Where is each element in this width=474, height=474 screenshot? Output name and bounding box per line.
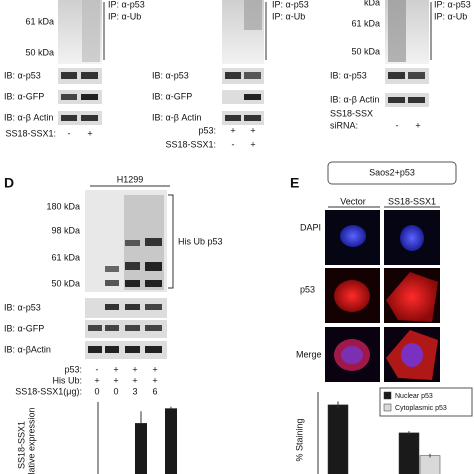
ib-label: IB: α-p53	[4, 302, 41, 312]
micrographs	[317, 161, 473, 474]
lane-label: 0	[113, 386, 118, 396]
ib-label: IB: α-β Actin	[152, 112, 201, 122]
column-label: SS18-SSX1	[388, 196, 436, 206]
y-axis-label: % Staining	[294, 418, 304, 461]
lane-label: -	[96, 364, 99, 374]
mw-label: 98 kDa	[51, 225, 80, 235]
column-label: Vector	[340, 196, 366, 206]
blot-c	[385, 0, 432, 107]
bracket-label: His Ub p53	[178, 236, 223, 246]
ib-label: IB: α-β Actin	[330, 94, 379, 104]
bar	[135, 423, 147, 474]
panel-title: Saos2+p53	[369, 167, 415, 177]
lane-label: 3	[132, 386, 137, 396]
ib-label: IB: α-βActin	[4, 344, 51, 354]
bar	[398, 432, 420, 474]
lane-label: +	[94, 375, 99, 385]
condition-label: p53:	[198, 125, 216, 135]
cell-line: H1299	[117, 174, 144, 184]
ip-label: IP: α-Ub	[108, 11, 141, 21]
legend-label: Cytoplasmic p53	[395, 405, 447, 412]
mw-label: 61 kDa	[25, 16, 54, 26]
ib-label: IB: α-GFP	[152, 91, 192, 101]
mw-label: 50 kDa	[25, 47, 54, 57]
y-axis-label: relative expression	[26, 407, 36, 474]
ip-label: IP: α-Ub	[434, 11, 467, 21]
mw-label: kDa	[364, 0, 380, 7]
ip-label: IP: α-Ub	[272, 11, 305, 21]
ip-label: IP: α-p53	[272, 0, 309, 9]
ib-label: IB: α-p53	[4, 70, 41, 80]
y-axis-label: SS18-SSX1	[16, 421, 26, 469]
row-label: DAPI	[300, 222, 321, 232]
row-label: p53	[300, 284, 315, 294]
ib-label: IB: α-p53	[330, 70, 367, 80]
lane-label: +	[230, 125, 235, 135]
blot-d	[85, 185, 174, 474]
lane-label: 0	[94, 386, 99, 396]
row-label: Merge	[296, 349, 322, 359]
condition-label: siRNA:	[330, 120, 358, 130]
panel-letter: E	[290, 175, 299, 191]
mw-label: 180 kDa	[46, 201, 80, 211]
ip-label: IP: α-p53	[434, 0, 471, 9]
mw-label: 61 kDa	[51, 252, 80, 262]
bar	[327, 404, 349, 474]
ib-label: IB: α-GFP	[4, 91, 44, 101]
lane-label: -	[68, 128, 71, 138]
condition-label: SS18-SSX	[330, 108, 373, 118]
lane-label: +	[152, 364, 157, 374]
legend-swatch	[383, 403, 392, 412]
lane-label: +	[132, 364, 137, 374]
lane-label: +	[152, 375, 157, 385]
lane-label: 6	[152, 386, 157, 396]
condition-label: p53:	[64, 364, 82, 374]
lane-label: +	[132, 375, 137, 385]
condition-label: SS18-SSX1:	[165, 139, 216, 149]
bar	[165, 408, 177, 474]
lane-label: +	[87, 128, 92, 138]
lane-label: -	[396, 120, 399, 130]
blot-a	[58, 0, 105, 125]
legend-swatch	[383, 391, 392, 400]
lane-label: +	[415, 120, 420, 130]
ib-label: IB: α-p53	[152, 70, 189, 80]
lane-label: +	[113, 375, 118, 385]
mw-label: 61 kDa	[351, 18, 380, 28]
lane-label: +	[113, 364, 118, 374]
ib-label: IB: α-β Actin	[4, 112, 53, 122]
bar	[419, 455, 441, 474]
legend-label: Nuclear p53	[395, 393, 433, 400]
condition-label: SS18-SSX1(μg):	[15, 386, 82, 396]
mw-label: 50 kDa	[351, 46, 380, 56]
ip-label: IP: α-p53	[108, 0, 145, 9]
panel-letter: D	[4, 175, 14, 191]
condition-label: His Ub:	[52, 375, 82, 385]
lane-label: -	[232, 139, 235, 149]
lane-label: +	[250, 139, 255, 149]
ib-label: IB: α-GFP	[4, 323, 44, 333]
lane-label: +	[250, 125, 255, 135]
condition-label: SS18-SSX1:	[5, 128, 56, 138]
mw-label: 50 kDa	[51, 278, 80, 288]
blot-b	[222, 0, 267, 125]
